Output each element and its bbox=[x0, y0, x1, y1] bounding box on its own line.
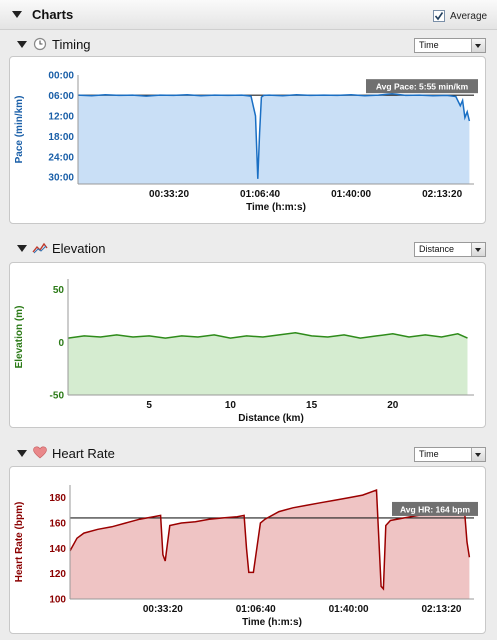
chevron-down-icon bbox=[471, 448, 485, 461]
average-badge-label: Avg Pace: 5:55 min/km bbox=[376, 82, 469, 92]
x-tick-label: 01:06:40 bbox=[236, 604, 276, 615]
y-tick-label: 24:00 bbox=[48, 152, 74, 163]
y-tick-label: 30:00 bbox=[48, 173, 74, 184]
y-tick-label: 160 bbox=[49, 519, 66, 530]
timing-section-header: Timing Time bbox=[0, 34, 497, 56]
series-area-fill bbox=[70, 490, 470, 599]
x-tick-label: 02:13:20 bbox=[422, 189, 462, 200]
average-label: Average bbox=[450, 11, 488, 22]
y-tick-label: -50 bbox=[50, 391, 65, 402]
y-tick-label: 0 bbox=[58, 338, 64, 349]
elevation-title: Elevation bbox=[52, 241, 106, 256]
series-line bbox=[69, 489, 471, 591]
heart-rate-axis-dropdown[interactable]: Time bbox=[414, 447, 486, 462]
x-tick-label: 01:06:40 bbox=[240, 189, 280, 200]
elevation-chart-panel: 50 0 -50 5 10 15 20 Distance (km) Elevation (m) bbox=[9, 262, 486, 428]
checkmark-icon bbox=[434, 12, 444, 21]
x-tick-label: 15 bbox=[306, 400, 318, 411]
x-tick-label: 00:33:20 bbox=[143, 604, 183, 615]
y-axis-title: Heart Rate (bpm) bbox=[14, 502, 25, 583]
average-checkbox[interactable] bbox=[433, 10, 445, 22]
elevation-chart: 50 0 -50 5 10 15 20 Distance (km) Elevation (m) bbox=[14, 279, 474, 424]
y-axis-title: Elevation (m) bbox=[14, 306, 25, 369]
timing-title: Timing bbox=[52, 37, 91, 52]
chevron-down-icon bbox=[471, 39, 485, 52]
heart-rate-chart: 180 160 140 120 100 00:33:20 01:06:40 01:40:00 0… bbox=[14, 485, 478, 628]
timing-chart: 00:00 06:00 12:00 18:00 24:00 30:00 00:33:20 01… bbox=[14, 71, 478, 213]
x-axis-title: Time (h:m:s) bbox=[242, 617, 302, 628]
timing-axis-dropdown[interactable]: Time bbox=[414, 38, 486, 53]
y-tick-label: 100 bbox=[49, 595, 66, 606]
x-tick-label: 01:40:00 bbox=[329, 604, 369, 615]
x-axis-title: Distance (km) bbox=[238, 413, 304, 424]
y-axis-title: Pace (min/km) bbox=[14, 96, 25, 164]
heart-rate-chart-panel: 180 160 140 120 100 00:33:20 01:06:40 01:40:00 0… bbox=[9, 466, 486, 634]
elevation-dropdown-value: Distance bbox=[419, 244, 455, 254]
x-axis-title: Time (h:m:s) bbox=[246, 202, 306, 213]
y-tick-label: 50 bbox=[53, 285, 65, 296]
y-tick-label: 00:00 bbox=[48, 71, 74, 82]
x-tick-label: 02:13:20 bbox=[421, 604, 461, 615]
x-tick-label: 00:33:20 bbox=[149, 189, 189, 200]
collapse-timing-icon[interactable] bbox=[17, 41, 27, 48]
timing-chart-panel: 00:00 06:00 12:00 18:00 24:00 30:00 00:33:20 01… bbox=[9, 56, 486, 224]
y-tick-label: 06:00 bbox=[48, 91, 74, 102]
heart-rate-section-header: Heart Rate Time bbox=[0, 443, 497, 465]
series-line bbox=[67, 332, 468, 339]
average-badge bbox=[392, 501, 478, 516]
x-tick-label: 5 bbox=[146, 400, 152, 411]
heart-rate-dropdown-value: Time bbox=[419, 449, 439, 459]
elevation-section-header: Elevation Distance bbox=[0, 238, 497, 260]
clock-icon bbox=[33, 37, 47, 51]
average-badge bbox=[366, 79, 478, 94]
series-area-fill bbox=[78, 93, 470, 184]
x-tick-label: 01:40:00 bbox=[331, 189, 371, 200]
series-area-fill bbox=[68, 332, 468, 395]
y-tick-label: 120 bbox=[49, 569, 66, 580]
timing-dropdown-value: Time bbox=[419, 40, 439, 50]
collapse-elevation-icon[interactable] bbox=[17, 245, 27, 252]
y-tick-label: 180 bbox=[49, 493, 66, 504]
average-badge-label: Avg HR: 164 bpm bbox=[400, 504, 471, 514]
charts-header: Charts Average bbox=[0, 0, 497, 30]
x-tick-label: 20 bbox=[387, 400, 399, 411]
collapse-heart-rate-icon[interactable] bbox=[17, 450, 27, 457]
chevron-down-icon bbox=[471, 243, 485, 256]
collapse-charts-icon[interactable] bbox=[12, 11, 22, 18]
y-tick-label: 18:00 bbox=[48, 132, 74, 143]
elevation-axis-dropdown[interactable]: Distance bbox=[414, 242, 486, 257]
x-tick-label: 10 bbox=[225, 400, 237, 411]
charts-title: Charts bbox=[32, 7, 74, 22]
series-line bbox=[77, 92, 471, 179]
y-tick-label: 12:00 bbox=[48, 111, 74, 122]
elevation-icon bbox=[32, 242, 48, 254]
heart-icon bbox=[33, 446, 47, 459]
y-tick-label: 140 bbox=[49, 544, 66, 555]
heart-rate-title: Heart Rate bbox=[52, 446, 115, 461]
